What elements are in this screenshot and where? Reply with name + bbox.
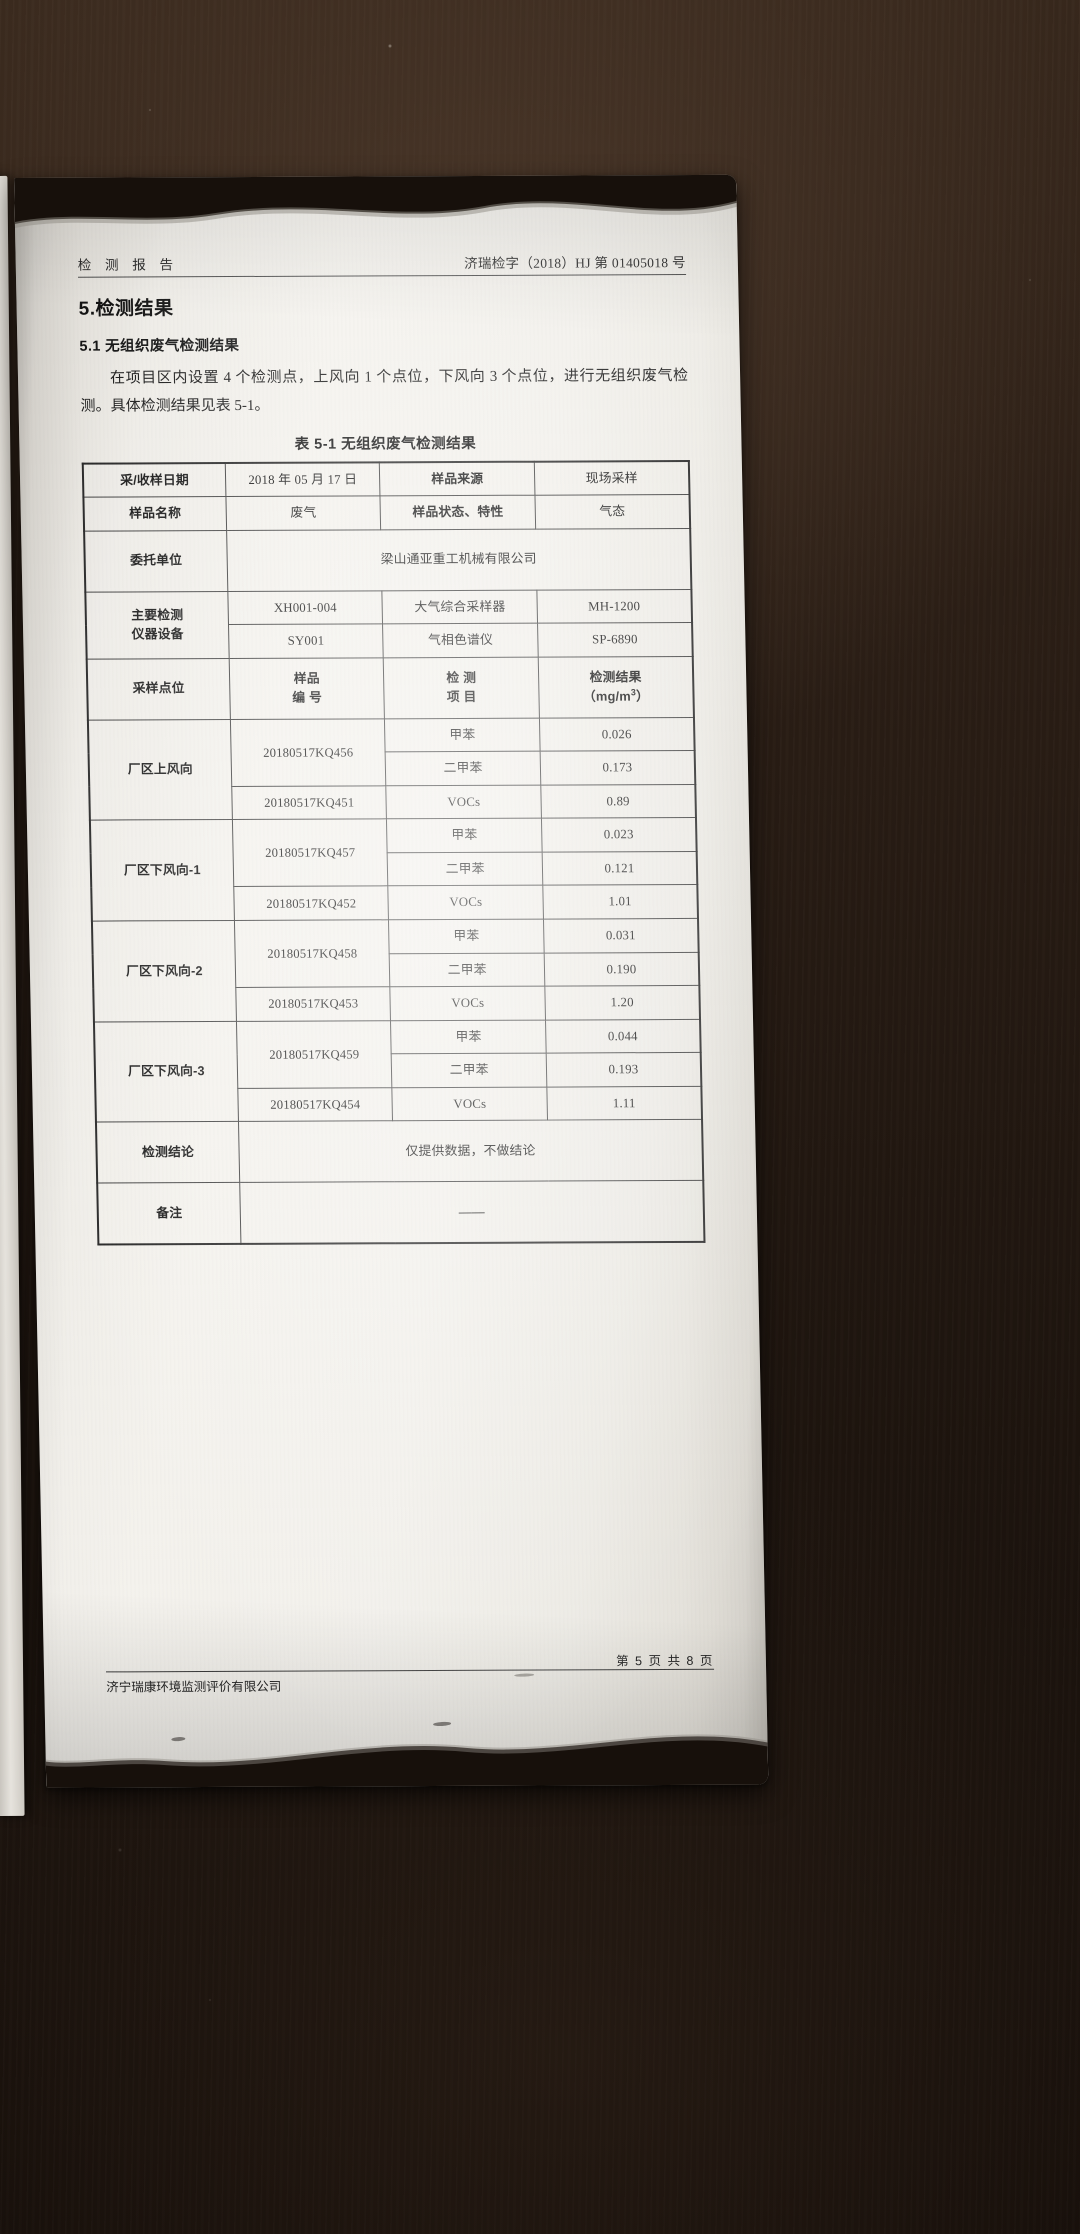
cell-result-2-0: 0.031: [543, 918, 699, 953]
cell-item-2-voc: VOCs: [390, 986, 546, 1021]
cell-sample-source-label: 样品来源: [379, 461, 535, 496]
cell-sampling-date-label: 采/收样日期: [82, 462, 226, 498]
cell-conclusion-value: 仅提供数据，不做结论: [238, 1119, 704, 1183]
cell-sample-id-0-group: 20180517KQ456: [230, 718, 387, 787]
cell-instrument-label: 主要检测 仪器设备: [85, 591, 230, 659]
cell-item-1-0: 甲苯: [386, 818, 543, 853]
page-number: 第 5 页 共 8 页: [615, 1653, 715, 1669]
table-row-sample-name: 样品名称 废气 样品状态、特性 气态: [83, 494, 691, 531]
header-test-result: 检测结果 （mg/m3）: [538, 656, 694, 718]
cell-sample-name-label: 样品名称: [83, 496, 227, 531]
header-test-item-line1: 检 测: [446, 670, 477, 686]
cell-sample-state-value: 气态: [534, 494, 691, 529]
document-content: 检 测 报 告 济瑞检字（2018）HJ 第 01405018 号 5.检测结果…: [14, 175, 768, 1788]
cell-sampling-point-0: 厂区上风向: [87, 719, 233, 821]
cell-sample-name-value: 废气: [225, 495, 382, 531]
table-row: 厂区下风向-3 20180517KQ459 甲苯 0.044: [93, 1019, 701, 1123]
instrument-label-line2: 仪器设备: [131, 625, 184, 642]
cell-instrument-model-2: SP-6890: [537, 622, 693, 657]
cell-result-3-voc: 1.11: [546, 1086, 703, 1121]
report-page[interactable]: 检 测 报 告 济瑞检字（2018）HJ 第 01405018 号 5.检测结果…: [14, 174, 769, 1788]
cell-sampling-point-3: 厂区下风向-3: [93, 1021, 239, 1123]
cell-instrument-name-1: 大气综合采样器: [382, 589, 538, 624]
emission-results-table: 采/收样日期 2018 年 05 月 17 日 样品来源 现场采样 样品名称 废…: [81, 459, 706, 1246]
cell-remark-value: ——: [239, 1180, 705, 1245]
cell-sampling-point-2: 厂区下风向-2: [91, 920, 237, 1022]
cell-sample-id-1-voc: 20180517KQ452: [233, 886, 389, 921]
footer-divider: [105, 1668, 715, 1673]
cell-item-1-voc: VOCs: [388, 885, 544, 920]
table-row-client: 委托单位 梁山通亚重工机械有限公司: [84, 528, 692, 592]
cell-item-2-0: 甲苯: [388, 919, 545, 954]
table-row-conclusion: 检测结论 仅提供数据，不做结论: [95, 1119, 704, 1184]
table-row: 厂区下风向-2 20180517KQ458 甲苯 0.031: [91, 918, 699, 1022]
cell-instrument-code-2: SY001: [228, 623, 384, 659]
cell-item-0-0: 甲苯: [384, 717, 541, 753]
running-header: 检 测 报 告 济瑞检字（2018）HJ 第 01405018 号: [77, 251, 687, 278]
unit-prefix: （mg/m: [582, 688, 632, 704]
cell-item-0-1: 二甲苯: [385, 751, 541, 786]
cell-sample-state-label: 样品状态、特性: [380, 495, 536, 530]
table-row-sampling-date: 采/收样日期 2018 年 05 月 17 日 样品来源 现场采样: [82, 460, 690, 498]
header-sample-id: 样品 编 号: [229, 657, 385, 720]
table-row-remark: 备注 ——: [97, 1180, 705, 1245]
cell-item-2-1: 二甲苯: [389, 952, 545, 987]
cell-result-0-0: 0.026: [539, 717, 695, 752]
document-number: 济瑞检字（2018）HJ 第 01405018 号: [464, 255, 686, 272]
cell-sample-source-value: 现场采样: [534, 460, 690, 496]
cell-result-1-1: 0.121: [542, 851, 698, 886]
unit-suffix: ）: [635, 688, 650, 704]
paper-sheet: 检 测 报 告 济瑞检字（2018）HJ 第 01405018 号 5.检测结果…: [14, 174, 769, 1788]
table-row: 厂区下风向-1 20180517KQ457 甲苯 0.023: [89, 817, 697, 922]
header-sampling-point: 采样点位: [86, 658, 231, 720]
cell-client-label: 委托单位: [84, 530, 228, 592]
cell-instrument-name-2: 气相色谱仪: [382, 623, 539, 658]
cell-result-3-1: 0.193: [546, 1052, 702, 1087]
cell-result-2-1: 0.190: [544, 951, 700, 987]
cell-item-0-voc: VOCs: [386, 784, 542, 820]
header-sample-id-line1: 样品: [293, 670, 320, 686]
header-test-result-line1: 检测结果: [589, 668, 642, 684]
cell-sample-id-2-group: 20180517KQ458: [234, 919, 391, 988]
cell-result-2-voc: 1.20: [544, 985, 701, 1020]
cell-result-1-voc: 1.01: [542, 884, 698, 920]
cell-sample-id-1-group: 20180517KQ457: [232, 819, 389, 887]
cell-conclusion-label: 检测结论: [95, 1121, 240, 1184]
company-name: 济宁瑞康环境监测评价有限公司: [106, 1679, 282, 1695]
cell-sampling-date-value: 2018 年 05 月 17 日: [225, 461, 381, 497]
cell-result-0-voc: 0.89: [540, 784, 696, 819]
header-test-result-unit: （mg/m3）: [543, 686, 688, 706]
section-heading: 5.检测结果: [78, 298, 174, 320]
table-column-header-row: 采样点位 样品 编 号 检 测 项 目 检测结果 （mg/m3）: [86, 656, 694, 720]
cell-result-1-0: 0.023: [541, 817, 697, 852]
cell-item-1-1: 二甲苯: [387, 851, 543, 887]
header-sample-id-line2: 编 号: [292, 689, 323, 705]
cell-instrument-code-1: XH001-004: [227, 590, 383, 625]
cell-sample-id-2-voc: 20180517KQ453: [235, 986, 391, 1022]
table-row-instrument-1: 主要检测 仪器设备 XH001-004 大气综合采样器 MH-1200: [85, 589, 693, 659]
cell-sampling-point-1: 厂区下风向-1: [89, 819, 235, 922]
table-row: 厂区上风向 20180517KQ456 甲苯 0.026: [87, 717, 695, 821]
instrument-label-line1: 主要检测: [131, 607, 184, 623]
section-paragraph: 在项目区内设置 4 个检测点，上风向 1 个点位，下风向 3 个点位，进行无组织…: [80, 368, 689, 415]
running-footer: 济宁瑞康环境监测评价有限公司: [105, 1668, 715, 1696]
cell-result-0-1: 0.173: [540, 750, 696, 785]
cell-item-3-0: 甲苯: [390, 1019, 547, 1054]
cell-item-3-1: 二甲苯: [391, 1053, 547, 1088]
cell-sample-id-0-voc: 20180517KQ451: [231, 785, 387, 820]
subsection-heading: 5.1 无组织废气检测结果: [79, 337, 240, 355]
cell-result-3-0: 0.044: [545, 1019, 701, 1054]
cell-sample-id-3-group: 20180517KQ459: [236, 1020, 393, 1089]
header-test-item-line2: 项 目: [446, 688, 477, 704]
table-caption: 表 5-1 无组织废气检测结果: [294, 435, 477, 453]
cell-item-3-voc: VOCs: [392, 1086, 548, 1121]
header-test-item: 检 测 项 目: [383, 656, 540, 719]
cell-remark-label: 备注: [97, 1182, 241, 1245]
report-type-label: 检 测 报 告: [77, 257, 179, 273]
cell-instrument-model-1: MH-1200: [536, 589, 693, 624]
cell-sample-id-3-voc: 20180517KQ454: [237, 1087, 393, 1122]
cell-client-value: 梁山通亚重工机械有限公司: [226, 528, 692, 592]
